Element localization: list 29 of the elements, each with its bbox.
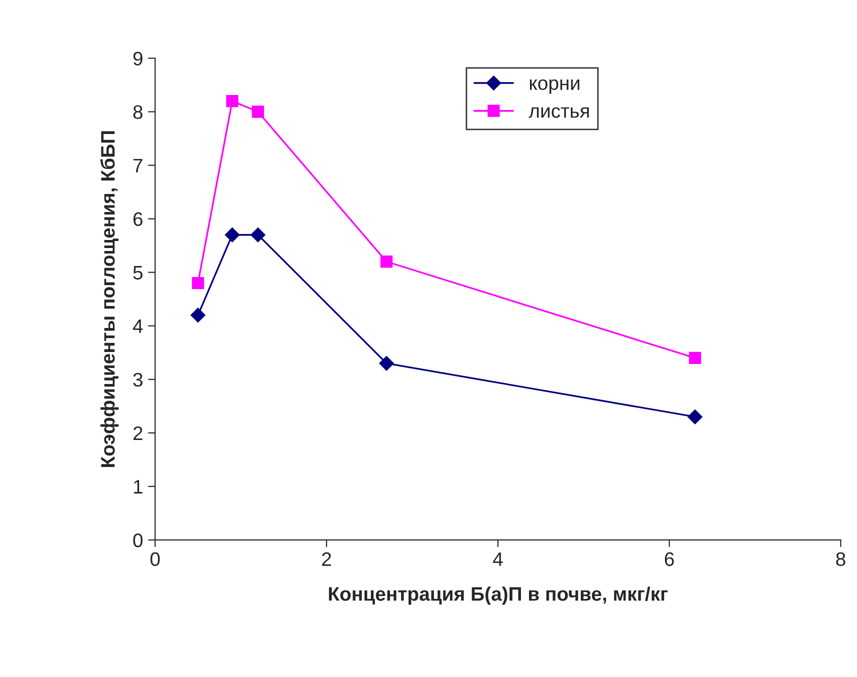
point	[224, 227, 240, 242]
x-tick-label: 4	[492, 552, 503, 566]
point	[190, 308, 206, 323]
y-tick-label: 9	[133, 52, 142, 66]
legend-label: корни	[530, 79, 580, 94]
y-tick-label: 6	[133, 212, 142, 226]
y-axis-title: Коэффициенты поглощения, КбБП	[100, 131, 119, 467]
point	[250, 227, 266, 242]
point	[380, 256, 393, 268]
x-tick-label: 2	[322, 552, 331, 566]
legend-label: листья	[528, 107, 589, 118]
y-tick-label: 4	[132, 320, 143, 333]
point	[688, 352, 702, 364]
point	[688, 409, 702, 424]
y-tick-label: 5	[133, 266, 142, 280]
point	[379, 356, 394, 371]
x-tick-label: 6	[664, 552, 674, 566]
point	[226, 94, 238, 108]
y-tick-label: 1	[134, 480, 142, 494]
x-tick-label: 0	[150, 552, 160, 566]
x-axis-title: Концентрация Б(а)П в почве, мкг/кг	[328, 586, 668, 605]
point	[192, 276, 204, 290]
y-tick-label: 7	[133, 158, 142, 172]
y-tick-label: 8	[133, 105, 142, 119]
y-tick-label: 3	[133, 372, 142, 387]
x-tick-label: 8	[836, 552, 846, 566]
y-tick-label: 0	[133, 533, 143, 548]
y-tick-label: 2	[133, 426, 142, 440]
point	[252, 106, 264, 118]
